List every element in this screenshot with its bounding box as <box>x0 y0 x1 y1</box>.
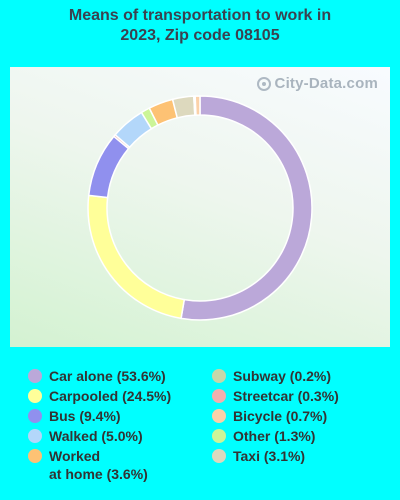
chart-title-text: Means of transportation to work in 2023,… <box>68 7 332 44</box>
chart-title: Means of transportation to work in 2023,… <box>0 6 400 46</box>
legend-label: Car alone (53.6%) <box>49 368 166 384</box>
legend-column-right: Subway (0.2%) Streetcar (0.3%) Bicycle (0.… <box>212 367 339 467</box>
legend-swatch <box>28 409 42 423</box>
city-data-logo-icon <box>256 76 271 91</box>
donut-slice-0 <box>180 95 313 321</box>
legend-swatch <box>28 429 42 443</box>
donut-slice-2 <box>87 135 130 199</box>
legend-item: Bicycle (0.7%) <box>212 407 339 425</box>
legend-item: Worked at home (3.6%) <box>28 447 171 483</box>
legend-item: Car alone (53.6%) <box>28 367 171 385</box>
legend-swatch <box>212 389 226 403</box>
legend-label: Carpooled (24.5%) <box>49 388 172 404</box>
legend-label: Other (1.3%) <box>233 428 316 444</box>
legend: Car alone (53.6%) Carpooled (24.5%) Bus (9… <box>0 367 400 487</box>
donut-chart <box>87 95 313 321</box>
legend-label: Bicycle (0.7%) <box>233 408 328 424</box>
plot-area: City-Data.com <box>10 67 390 347</box>
legend-label: Subway (0.2%) <box>233 368 332 384</box>
legend-swatch <box>28 449 42 463</box>
legend-label: Bus (9.4%) <box>49 408 121 424</box>
legend-item: Bus (9.4%) <box>28 407 171 425</box>
legend-label: Worked at home (3.6%) <box>49 448 148 482</box>
legend-swatch <box>212 449 226 463</box>
legend-column-left: Car alone (53.6%) Carpooled (24.5%) Bus (9… <box>28 367 171 485</box>
legend-swatch <box>212 369 226 383</box>
legend-label: Walked (5.0%) <box>49 428 143 444</box>
legend-item: Carpooled (24.5%) <box>28 387 171 405</box>
legend-label: Taxi (3.1%) <box>233 448 306 464</box>
legend-swatch <box>28 369 42 383</box>
legend-item: Taxi (3.1%) <box>212 447 339 465</box>
legend-item: Streetcar (0.3%) <box>212 387 339 405</box>
legend-item: Walked (5.0%) <box>28 427 171 445</box>
legend-swatch <box>212 409 226 423</box>
donut-slice-1 <box>87 194 186 320</box>
legend-item: Other (1.3%) <box>212 427 339 445</box>
legend-item: Subway (0.2%) <box>212 367 339 385</box>
watermark-text: City-Data.com <box>274 75 378 92</box>
legend-swatch <box>28 389 42 403</box>
legend-swatch <box>212 429 226 443</box>
donut-slice-9 <box>194 95 201 116</box>
donut-slice-7 <box>171 95 196 119</box>
legend-label: Streetcar (0.3%) <box>233 388 339 404</box>
watermark: City-Data.com <box>256 75 378 92</box>
